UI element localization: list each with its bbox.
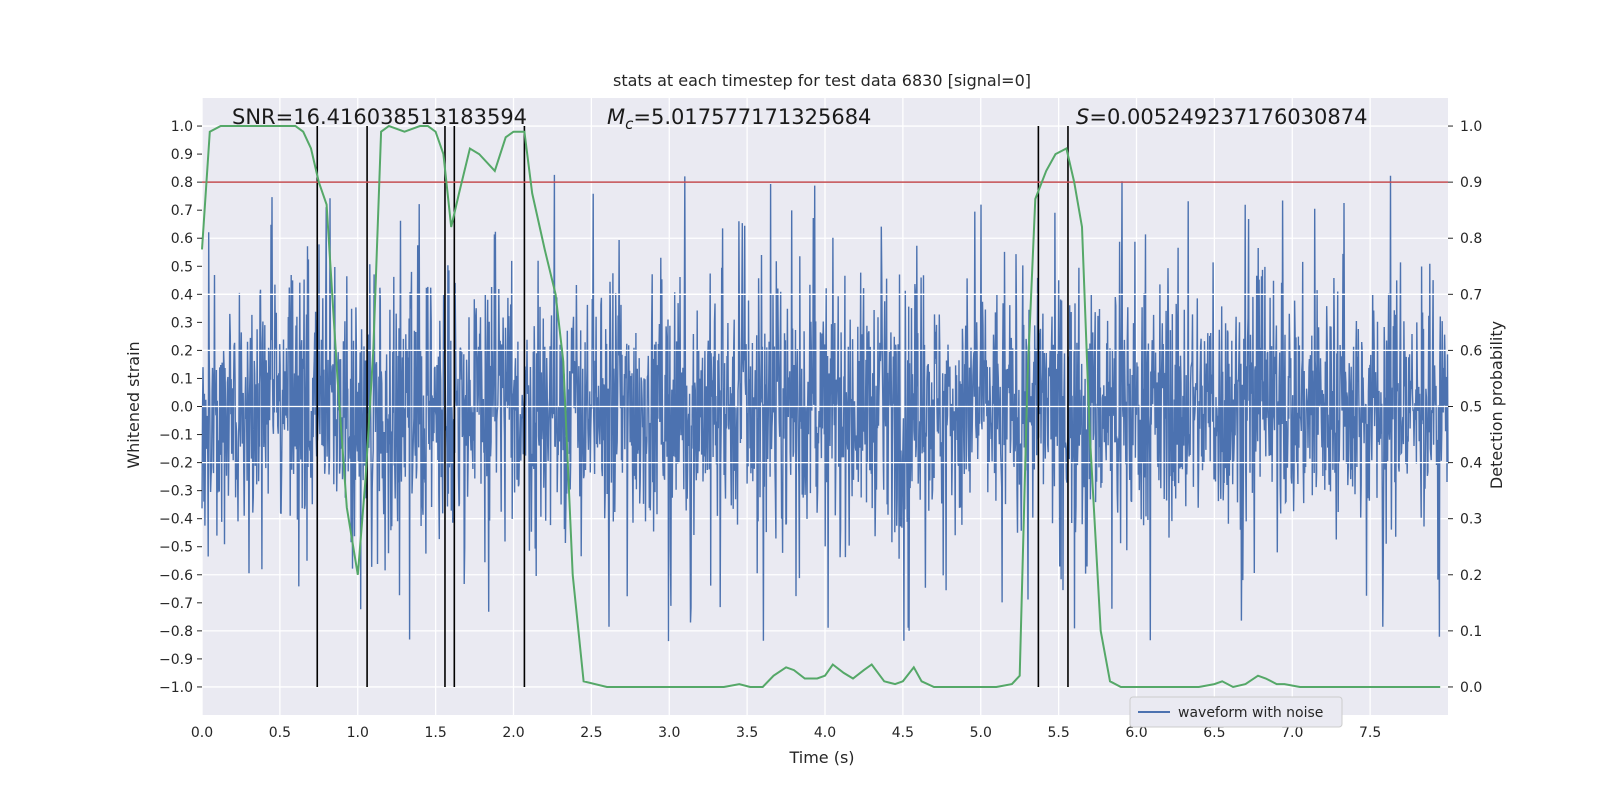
y2-tick-label: 0.6 (1460, 343, 1482, 359)
y2-tick-label: 0.0 (1460, 680, 1482, 696)
y2-tick-label: 0.4 (1460, 456, 1482, 472)
x-tick-label: 6.5 (1203, 725, 1225, 741)
x-tick-label: 7.0 (1281, 725, 1303, 741)
y2-tick-label: 0.8 (1460, 231, 1482, 247)
y-tick-label: −0.7 (159, 596, 193, 612)
x-tick-label: 0.0 (191, 725, 213, 741)
x-tick-label: 2.5 (580, 725, 602, 741)
legend-box (1129, 696, 1343, 728)
snr-annotation: SNR=16.416038513183594 (232, 105, 527, 129)
x-tick-label: 5.5 (1047, 725, 1069, 741)
chirp-mass-annotation: Mc=5.017577171325684 (607, 105, 871, 133)
legend-label: waveform with noise (1178, 705, 1323, 721)
y-tick-label: −0.5 (159, 540, 193, 556)
y-tick-label: 0.9 (171, 147, 193, 163)
y2-tick-label: 0.1 (1460, 624, 1482, 640)
x-tick-label: 4.0 (814, 725, 836, 741)
y2-tick-label: 0.7 (1460, 287, 1482, 303)
y-tick-label: −0.1 (159, 428, 193, 444)
y-tick-label: 0.3 (171, 315, 193, 331)
y2-axis-label: Detection probability (1487, 321, 1506, 489)
y-tick-label: −0.2 (159, 456, 193, 472)
x-tick-label: 0.5 (269, 725, 291, 741)
detection-probability-line (201, 124, 1441, 689)
x-tick-label: 7.5 (1359, 725, 1381, 741)
x-tick-label: 1.5 (424, 725, 446, 741)
y-tick-label: −1.0 (159, 680, 193, 696)
x-tick-label: 3.5 (736, 725, 758, 741)
y2-tick-label: 0.5 (1460, 400, 1482, 416)
y2-tick-label: 0.2 (1460, 568, 1482, 584)
y-tick-label: −0.6 (159, 568, 193, 584)
y-tick-label: 0.6 (171, 231, 193, 247)
y-tick-label: 0.0 (171, 400, 193, 416)
x-axis-ticks: 0.0 0.5 1.0 1.5 2.0 2.5 3.0 3.5 4.0 4.5 5.0 5.5 6.0 6… (191, 725, 1381, 741)
y2-tick-label: 0.9 (1460, 175, 1482, 191)
x-tick-label: 4.5 (892, 725, 914, 741)
y-tick-label: 0.7 (171, 203, 193, 219)
y-tick-label: −0.9 (159, 652, 193, 668)
plot-area (201, 98, 1449, 715)
y2-axis-ticks: 1.0 0.9 0.8 0.7 0.6 0.5 0.4 0.3 0.2 0.1 0.0 (1448, 119, 1482, 696)
x-tick-label: 5.0 (970, 725, 992, 741)
gridlines-overlay (202, 293, 1448, 464)
x-axis-label: Time (s) (788, 748, 854, 767)
x-tick-label: 2.0 (502, 725, 524, 741)
s-annotation: S=0.005249237176030874 (1076, 105, 1367, 129)
y-axis-label: Whitened strain (124, 341, 143, 468)
y-tick-label: −0.8 (159, 624, 193, 640)
y-tick-label: 0.5 (171, 259, 193, 275)
legend: waveform with noise (1129, 696, 1343, 728)
x-tick-label: 3.0 (658, 725, 680, 741)
x-tick-label: 1.0 (347, 725, 369, 741)
chart-title: stats at each timestep for test data 683… (613, 71, 1031, 90)
y2-tick-label: 1.0 (1460, 119, 1482, 135)
y-axis-ticks: 1.0 0.9 0.8 0.7 0.6 0.5 0.4 0.3 0.2 0.1 0.0 −0.1 −0.… (159, 119, 202, 696)
y-tick-label: 1.0 (171, 119, 193, 135)
y-tick-label: 0.8 (171, 175, 193, 191)
y2-tick-label: 0.3 (1460, 512, 1482, 528)
y-tick-label: 0.4 (171, 287, 193, 303)
x-tick-label: 6.0 (1125, 725, 1147, 741)
y-tick-label: −0.3 (159, 484, 193, 500)
y-tick-label: 0.1 (171, 371, 193, 387)
y-tick-label: 0.2 (171, 343, 193, 359)
waveform-series-line (201, 174, 1449, 642)
y-tick-label: −0.4 (159, 512, 193, 528)
